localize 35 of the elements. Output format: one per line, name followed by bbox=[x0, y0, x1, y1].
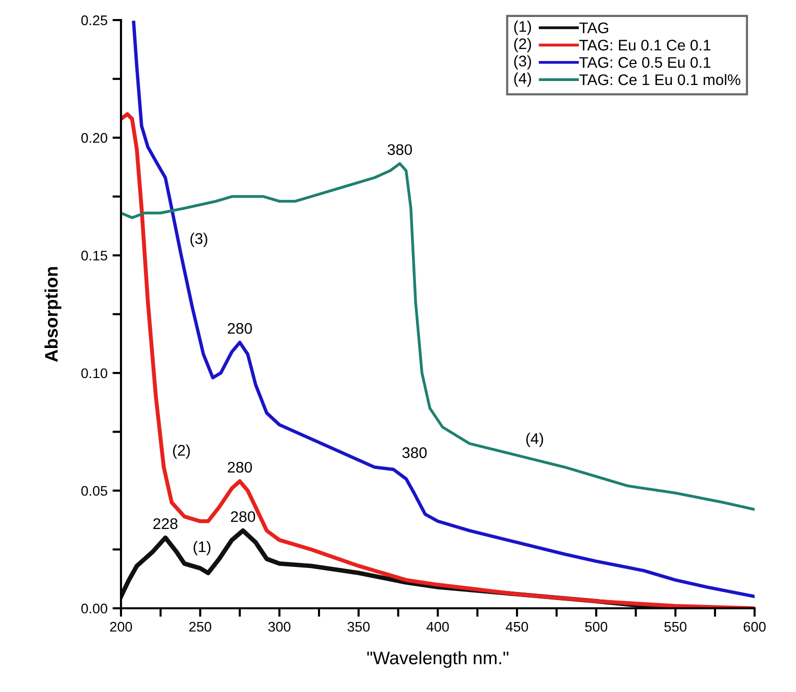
x-tick-label: 400 bbox=[426, 622, 449, 632]
annotation: 380 bbox=[388, 144, 412, 156]
text: (4) bbox=[514, 72, 531, 87]
annotation: (2) bbox=[173, 444, 190, 459]
legend-label: TAG bbox=[579, 22, 608, 34]
x-tick-label: 200 bbox=[110, 622, 132, 632]
annotation: 280 bbox=[228, 462, 252, 473]
annotation: 280 bbox=[228, 323, 252, 334]
y-tick-label: 0.10 bbox=[81, 368, 108, 378]
text: (3) bbox=[514, 55, 531, 70]
annotation: (1) bbox=[194, 540, 210, 556]
y-tick-label: 0.20 bbox=[81, 133, 108, 143]
y-tick-label: 0.15 bbox=[81, 250, 108, 261]
annotation: (4) bbox=[526, 432, 544, 447]
y-tick-label: 0.25 bbox=[81, 15, 108, 26]
legend-label: TAG: Ce 0.5 Eu 0.1 bbox=[579, 57, 710, 68]
text: (2) bbox=[514, 38, 531, 52]
annotation: 280 bbox=[230, 511, 256, 522]
y-axis-title: Absorption bbox=[44, 267, 62, 362]
x-axis-title: "Wavelength nm." bbox=[367, 651, 508, 668]
y-tick-label: 0.05 bbox=[81, 486, 108, 496]
legend-label: TAG: Ce 1 Eu 0.1 mol% bbox=[579, 74, 740, 86]
y-tick-label: 0.00 bbox=[81, 604, 108, 614]
x-tick-label: 500 bbox=[585, 622, 608, 632]
x-tick-label: 350 bbox=[348, 622, 370, 632]
x-tick-label: 550 bbox=[664, 622, 686, 632]
annotation: 380 bbox=[402, 447, 427, 458]
x-tick-label: 300 bbox=[268, 622, 290, 632]
annotation: (3) bbox=[190, 232, 208, 248]
text: (1) bbox=[514, 20, 531, 35]
x-tick-label: 450 bbox=[506, 622, 528, 632]
annotation: 228 bbox=[153, 518, 178, 530]
legend-label: TAG: Eu 0.1 Ce 0.1 bbox=[579, 40, 710, 51]
x-tick-label: 250 bbox=[189, 622, 212, 632]
x-tick-label: 600 bbox=[744, 622, 766, 632]
